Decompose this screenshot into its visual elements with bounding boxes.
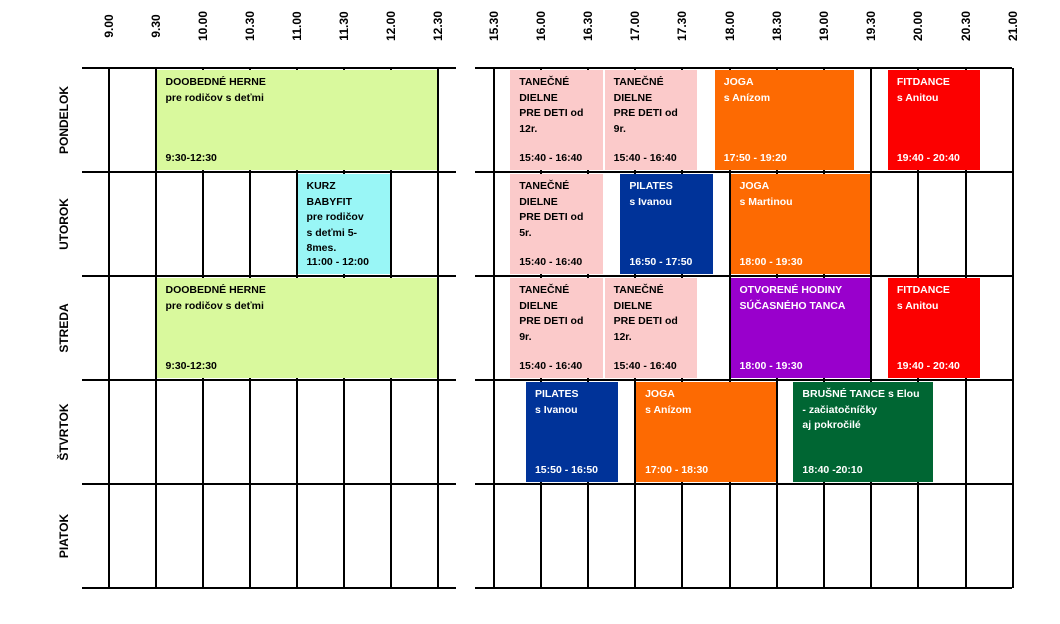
time-label: 17.30 — [675, 10, 690, 42]
class-time: 9:30-12:30 — [165, 151, 217, 164]
class-block[interactable]: OTVORENÉ HODINY SÚČASNÉHO TANCA 18:00 - 1… — [730, 278, 871, 378]
time-label: 16.30 — [580, 10, 595, 42]
time-label: 15.30 — [486, 10, 501, 42]
class-block[interactable]: JOGA s Anízom 17:00 - 18:30 — [636, 382, 776, 482]
class-title: BRUŠNÉ TANCE s Elou - začiatočníčky aj p… — [802, 388, 920, 431]
time-label: 10.30 — [242, 10, 257, 42]
class-time: 17:00 - 18:30 — [645, 463, 709, 476]
grid-hline — [82, 587, 456, 589]
class-time: 15:40 - 16:40 — [613, 151, 677, 164]
class-block[interactable]: FITDANCE s Anitou 19:40 - 20:40 — [887, 278, 981, 378]
class-block[interactable]: JOGA s Anízom 17:50 - 19:20 — [714, 70, 855, 170]
class-title: TANEČNÉ DIELNE PRE DETI od 12r. — [519, 76, 584, 135]
grid-vline — [728, 68, 731, 588]
class-block[interactable]: BRUŠNÉ TANCE s Elou - začiatočníčky aj p… — [793, 382, 934, 482]
class-time: 17:50 - 19:20 — [723, 151, 787, 164]
grid-vline — [107, 68, 110, 588]
class-time: 18:40 -20:10 — [802, 463, 863, 476]
class-block[interactable]: PILATES s Ivanou 16:50 - 17:50 — [620, 174, 713, 274]
class-title: OTVORENÉ HODINY SÚČASNÉHO TANCA — [739, 284, 846, 312]
time-label: 11.00 — [289, 11, 304, 41]
class-block[interactable]: FITDANCE s Anitou 19:40 - 20:40 — [887, 70, 981, 170]
class-time: 19:40 - 20:40 — [896, 359, 960, 372]
class-time: 15:50 - 16:50 — [534, 463, 598, 476]
time-label: 12.00 — [383, 10, 398, 42]
class-title: TANEČNÉ DIELNE PRE DETI od 5r. — [519, 180, 584, 239]
class-time: 9:30-12:30 — [165, 359, 217, 372]
time-label: 18.30 — [769, 10, 784, 42]
time-label: 21.00 — [1005, 10, 1020, 42]
class-title: FITDANCE s Anitou — [896, 284, 950, 312]
grid-vline — [1011, 68, 1014, 588]
class-block[interactable]: PILATES s Ivanou 15:50 - 16:50 — [525, 382, 619, 482]
class-block[interactable]: DOOBEDNÉ HERNE pre rodičov s deťmi 9:30-1… — [156, 70, 437, 170]
class-time: 15:40 - 16:40 — [519, 151, 583, 164]
grid-vline — [154, 68, 157, 588]
grid-vline — [436, 68, 439, 588]
day-label: ŠTVRTOK — [57, 403, 71, 461]
class-time: 19:40 - 20:40 — [896, 151, 960, 164]
time-label: 19.00 — [816, 10, 831, 42]
class-block[interactable]: TANEČNÉ DIELNE PRE DETI od 9r. 15:40 - 16… — [510, 278, 603, 378]
time-label: 9.00 — [101, 14, 116, 38]
grid-vline — [492, 68, 495, 588]
time-label: 17.00 — [628, 10, 643, 42]
class-block[interactable]: JOGA s Martinou 18:00 - 19:30 — [730, 174, 871, 274]
time-label: 10.00 — [195, 10, 210, 42]
grid-hline — [475, 587, 1012, 589]
grid-hline — [82, 379, 456, 381]
day-label: UTOROK — [57, 198, 71, 250]
time-label: 12.30 — [430, 10, 445, 42]
class-block[interactable]: TANEČNÉ DIELNE PRE DETI od 12r. 15:40 - 1… — [510, 70, 603, 170]
class-title: DOOBEDNÉ HERNE pre rodičov s deťmi — [165, 284, 266, 312]
class-time: 15:40 - 16:40 — [519, 255, 583, 268]
class-time: 15:40 - 16:40 — [613, 359, 677, 372]
class-title: TANEČNÉ DIELNE PRE DETI od 9r. — [613, 76, 678, 135]
day-label: PIATOK — [57, 513, 71, 559]
time-label: 20.00 — [911, 10, 926, 42]
class-time: 18:00 - 19:30 — [739, 359, 803, 372]
class-time: 16:50 - 17:50 — [629, 255, 693, 268]
day-label: STREDA — [57, 303, 71, 353]
grid-hline — [475, 67, 1012, 69]
class-title: PILATES s Ivanou — [629, 180, 673, 208]
class-title: TANEČNÉ DIELNE PRE DETI od 12r. — [613, 284, 678, 343]
class-title: JOGA s Anízom — [723, 76, 771, 104]
class-title: DOOBEDNÉ HERNE pre rodičov s deťmi — [165, 76, 266, 104]
time-label: 11.30 — [336, 11, 351, 41]
class-title: KURZ BABYFIT pre rodičov s deťmi 5-8mes. — [306, 180, 364, 254]
class-title: PILATES s Ivanou — [534, 388, 579, 416]
grid-hline — [475, 483, 1012, 485]
class-block[interactable]: DOOBEDNÉ HERNE pre rodičov s deťmi 9:30-1… — [156, 278, 437, 378]
class-block[interactable]: KURZ BABYFIT pre rodičov s deťmi 5-8mes.… — [297, 174, 390, 274]
time-label: 20.30 — [958, 10, 973, 42]
class-block[interactable]: TANEČNÉ DIELNE PRE DETI od 12r. 15:40 - 1… — [604, 278, 698, 378]
grid-hline — [82, 67, 456, 69]
class-title: TANEČNÉ DIELNE PRE DETI od 9r. — [519, 284, 584, 343]
class-block[interactable]: TANEČNÉ DIELNE PRE DETI od 9r. 15:40 - 16… — [604, 70, 698, 170]
day-label: PONDELOK — [57, 85, 71, 155]
grid-hline — [82, 483, 456, 485]
time-label: 18.00 — [722, 10, 737, 42]
class-title: JOGA s Martinou — [739, 180, 793, 208]
class-title: JOGA s Anízom — [645, 388, 692, 416]
class-time: 15:40 - 16:40 — [519, 359, 583, 372]
class-title: FITDANCE s Anitou — [896, 76, 950, 104]
grid-hline — [82, 171, 456, 173]
time-label: 9.30 — [148, 14, 163, 38]
time-label: 19.30 — [864, 10, 879, 42]
class-time: 11:00 - 12:00 — [306, 255, 369, 268]
grid-hline — [475, 171, 1012, 173]
grid-hline — [475, 275, 1012, 277]
grid-hline — [475, 379, 1012, 381]
time-label: 16.00 — [533, 10, 548, 42]
class-time: 18:00 - 19:30 — [739, 255, 803, 268]
grid-vline — [870, 68, 873, 588]
grid-hline — [82, 275, 456, 277]
class-block[interactable]: TANEČNÉ DIELNE PRE DETI od 5r. 15:40 - 16… — [510, 174, 603, 274]
